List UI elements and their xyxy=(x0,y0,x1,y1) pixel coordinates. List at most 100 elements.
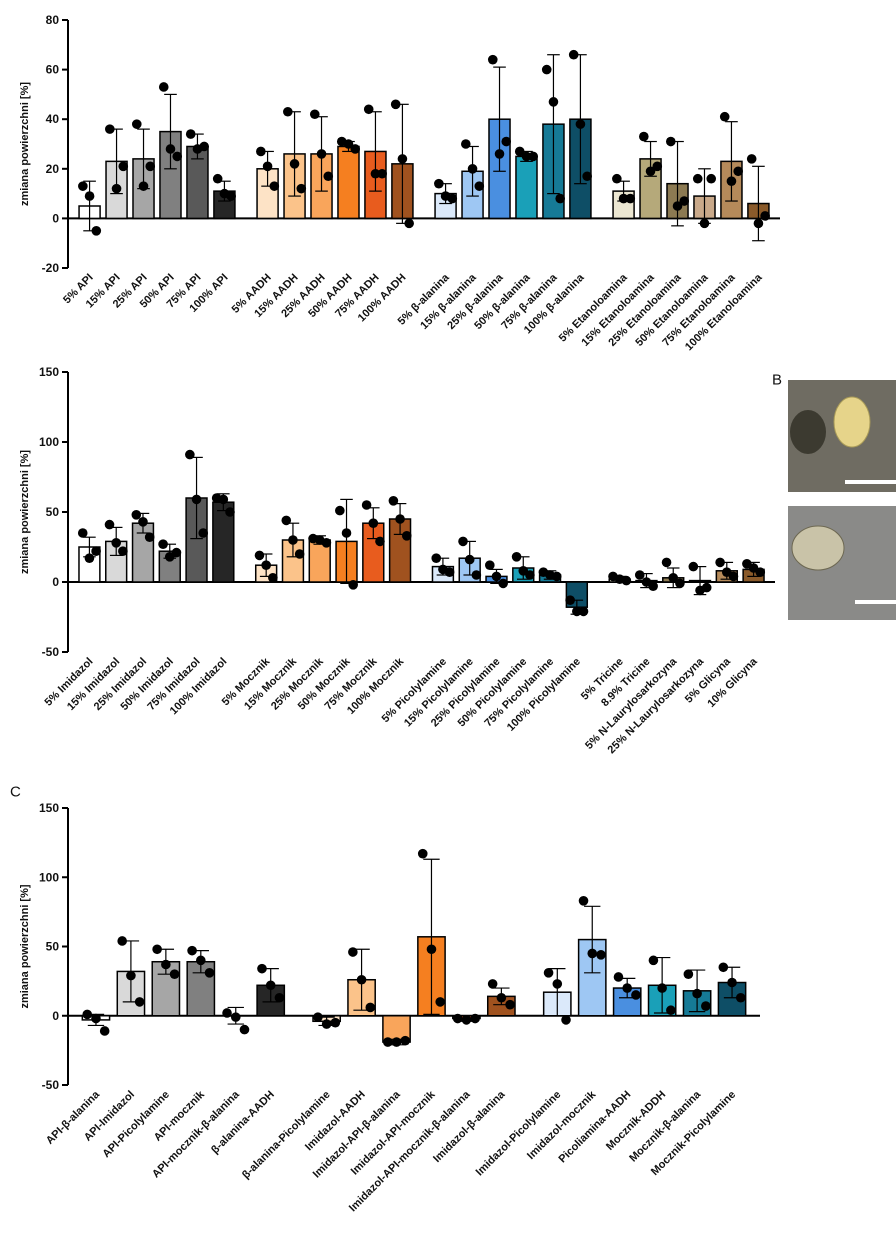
data-point xyxy=(218,494,229,505)
photo-object xyxy=(790,410,826,454)
y-tick-label: 20 xyxy=(46,162,60,176)
data-point xyxy=(185,129,196,139)
data-point xyxy=(99,1026,110,1036)
data-point xyxy=(431,553,442,563)
photo-object xyxy=(833,396,871,448)
data-point xyxy=(572,606,582,617)
data-point xyxy=(134,997,145,1007)
data-point xyxy=(288,535,298,545)
data-point xyxy=(368,518,379,528)
data-point xyxy=(701,1001,711,1011)
data-point xyxy=(645,166,656,177)
data-point xyxy=(683,969,694,979)
data-point xyxy=(158,82,169,92)
data-point xyxy=(561,1015,571,1025)
data-point xyxy=(618,193,629,204)
y-tick-label: 0 xyxy=(52,211,59,225)
data-point xyxy=(370,168,381,179)
data-point xyxy=(679,196,690,206)
data-point xyxy=(461,1015,472,1025)
data-point xyxy=(452,1013,463,1024)
data-point xyxy=(254,550,265,561)
data-point xyxy=(269,181,280,191)
data-point xyxy=(84,191,95,201)
data-point xyxy=(283,106,293,117)
x-tick-label: Imidazol-AADH xyxy=(303,1089,368,1154)
data-point xyxy=(321,538,332,548)
data-point xyxy=(118,546,128,556)
data-point xyxy=(555,193,565,204)
y-tick-label: 150 xyxy=(39,801,59,815)
data-point xyxy=(161,959,171,970)
data-point xyxy=(172,151,183,162)
data-point xyxy=(363,104,374,115)
data-point xyxy=(470,1013,480,1024)
data-point xyxy=(760,211,770,221)
x-tick-label: API-Picolylamine xyxy=(100,1089,172,1161)
data-point xyxy=(230,1012,241,1022)
data-point xyxy=(435,997,445,1007)
y-axis-label: zmiana powierzchni [%] xyxy=(19,450,31,574)
data-point xyxy=(458,536,468,547)
y-tick-label: 50 xyxy=(46,505,60,519)
y-tick-label: -50 xyxy=(42,645,60,659)
y-tick-label: 40 xyxy=(46,112,60,126)
data-point xyxy=(631,990,641,1000)
data-point xyxy=(212,173,223,184)
photo-object xyxy=(791,525,845,571)
data-point xyxy=(191,494,202,505)
data-point xyxy=(185,449,195,460)
data-point xyxy=(578,606,589,617)
data-point xyxy=(487,979,498,989)
data-point xyxy=(268,573,278,583)
data-point xyxy=(726,176,737,186)
data-point xyxy=(323,171,334,182)
data-point xyxy=(621,575,632,586)
data-point xyxy=(117,936,127,946)
data-point xyxy=(404,218,414,229)
data-point xyxy=(639,131,649,142)
data-point xyxy=(400,1035,411,1046)
y-tick-label: 0 xyxy=(52,575,59,589)
y-axis-label: zmiana powierzchni [%] xyxy=(19,82,31,206)
data-point xyxy=(753,218,764,229)
data-point xyxy=(474,181,485,191)
data-point xyxy=(668,573,679,583)
data-point xyxy=(395,514,405,524)
y-tick-label: -50 xyxy=(42,1078,60,1092)
data-point xyxy=(426,944,437,955)
data-point xyxy=(514,146,525,157)
data-point xyxy=(274,992,285,1003)
y-tick-label: 0 xyxy=(52,1009,59,1023)
y-tick-label: 100 xyxy=(39,870,59,884)
x-tick-label: Mocznik-ADDH xyxy=(604,1089,668,1153)
data-point xyxy=(158,539,168,549)
data-point xyxy=(596,950,606,960)
data-point xyxy=(719,111,730,122)
data-point xyxy=(444,567,455,577)
data-point xyxy=(165,144,176,154)
data-point xyxy=(82,1009,93,1020)
data-point xyxy=(728,571,739,582)
y-axis-label: zmiana powierzchni [%] xyxy=(19,884,31,1008)
y-tick-label: 80 xyxy=(46,13,60,27)
data-point xyxy=(383,1037,393,1047)
data-point xyxy=(196,955,206,966)
error-bar xyxy=(423,858,440,1015)
data-point xyxy=(313,1012,323,1022)
data-point xyxy=(613,972,624,982)
data-point xyxy=(281,515,292,526)
data-point xyxy=(733,166,743,177)
data-point xyxy=(699,218,710,229)
data-point xyxy=(397,154,408,164)
data-point xyxy=(198,528,209,538)
data-point xyxy=(551,571,562,582)
bar xyxy=(515,155,538,220)
y-tick-label: 50 xyxy=(46,940,60,954)
data-point xyxy=(296,183,307,194)
data-point xyxy=(256,146,266,157)
data-point xyxy=(187,945,197,956)
data-point xyxy=(222,1008,232,1018)
